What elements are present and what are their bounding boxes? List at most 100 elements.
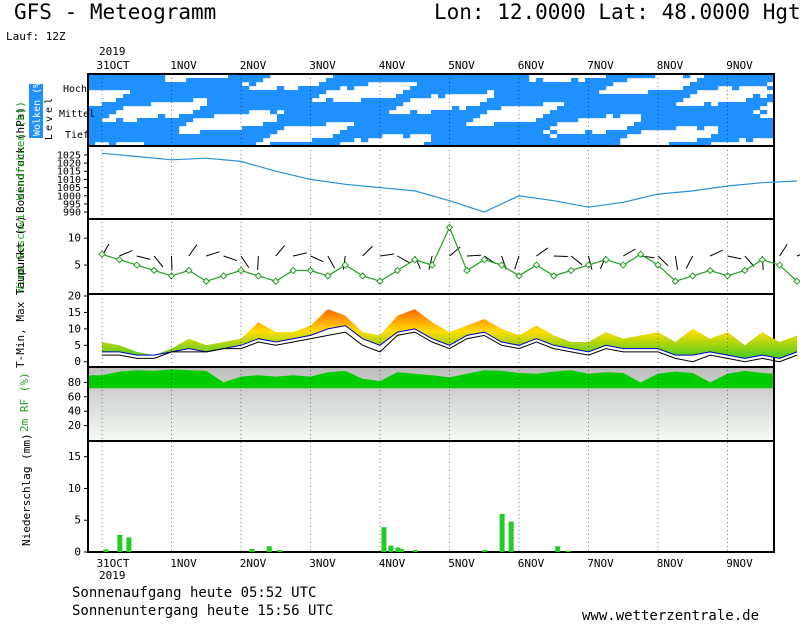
cloud-cell [732,74,740,79]
cloud-cell [305,114,313,119]
cloud-cell [396,118,404,123]
cloud-cell [557,86,565,91]
cloud-cell [704,78,712,83]
cloud-cell [732,110,740,115]
cloud-cell [501,74,509,79]
wind-barb [397,255,410,264]
cloud-cell [214,98,222,103]
cloud-panel-title: Wolken (%) [32,76,43,136]
cloud-cell [732,114,740,119]
cloud-cell [599,134,607,139]
cloud-cell [578,90,586,95]
cloud-cell [592,90,600,95]
cloud-cell [459,74,467,79]
cloud-cell [704,110,712,115]
cloud-cell [158,138,166,143]
cloud-cell [158,78,166,83]
cloud-cell [697,78,705,83]
cloud-cell [193,138,201,143]
cloud-cell [550,130,558,135]
cloud-cell [578,102,586,107]
cloud-cell [760,82,768,87]
cloud-cell [767,74,775,79]
cloud-cell [186,118,194,123]
cloud-cell [277,114,285,119]
cloud-cell [585,98,593,103]
cloud-cell [361,98,369,103]
cloud-cell [536,122,544,127]
cloud-cell [634,106,642,111]
cloud-cell [207,138,215,143]
cloud-cell [151,94,159,99]
cloud-cell [676,114,684,119]
cloud-cell [123,134,131,139]
wind-barb [622,248,636,257]
website-link[interactable]: www.wetterzentrale.de [582,608,760,624]
wind-marker [185,266,193,275]
cloud-cell [641,126,649,131]
cloud-cell [270,110,278,115]
cloud-cell [431,82,439,87]
wind-marker [428,261,436,269]
cloud-cell [242,86,250,91]
cloud-cell [431,90,439,95]
cloud-cell [340,82,348,87]
cloud-cell [669,90,677,95]
cloud-cell [424,82,432,87]
cloud-cell [326,106,334,111]
bottom-date-label: 4NOV [379,557,406,570]
cloud-cell [697,110,705,115]
cloud-cell [515,126,523,131]
top-date-label: 8NOV [657,59,684,72]
cloud-cell [487,78,495,83]
cloud-cell [109,142,117,147]
cloud-cell [557,94,565,99]
cloud-cell [438,122,446,127]
cloud-cell [669,106,677,111]
cloud-cell [599,114,607,119]
cloud-cell [284,90,292,95]
wind-barb [779,243,788,257]
cloud-cell [137,86,145,91]
cloud-cell [501,138,509,143]
cloud-cell [298,122,306,127]
cloud-cell [144,142,152,147]
top-date-label: 3NOV [309,59,336,72]
cloud-cell [704,118,712,123]
cloud-cell [228,98,236,103]
cloud-cell [109,126,117,131]
cloud-cell [312,138,320,143]
cloud-cell [130,126,138,131]
cloud-cell [578,106,586,111]
cloud-cell [396,94,404,99]
cloud-cell [501,122,509,127]
cloud-cell [200,114,208,119]
cloud-cell [347,74,355,79]
cloud-cell [452,130,460,135]
cloud-cell [557,110,565,115]
cloud-cell [165,130,173,135]
cloud-cell [536,94,544,99]
cloud-cell [284,110,292,115]
wind-barb [466,254,481,257]
cloud-cell [571,102,579,107]
cloud-cell [333,86,341,91]
cloud-cell [193,86,201,91]
cloud-cell [753,102,761,107]
cloud-cell [417,122,425,127]
cloud-cell [746,102,754,107]
wind-barb [275,244,286,257]
cloud-cell [312,114,320,119]
cloud-cell [144,122,152,127]
wind-marker [358,272,367,280]
cloud-cell [592,78,600,83]
cloud-cell [585,78,593,83]
cloud-cell [158,98,166,103]
cloud-cell [179,94,187,99]
cloud-cell [109,74,117,79]
cloud-cell [543,114,551,119]
cloud-cell [158,114,166,119]
cloud-cell [137,90,145,95]
cloud-cell [585,142,593,147]
cloud-cell [305,102,313,107]
